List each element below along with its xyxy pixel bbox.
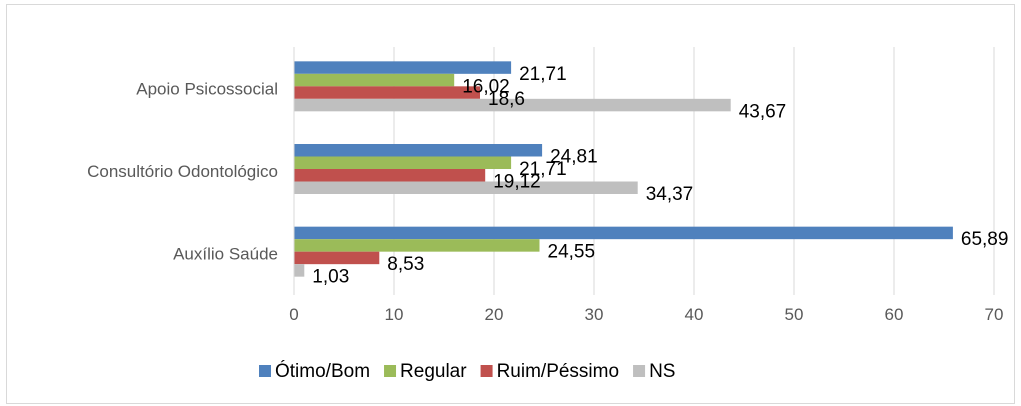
data-label-regular-auxilio-saude: 24,55 [548, 242, 596, 263]
data-label-ruim-pessimo-consultorio-odontologico: 19,12 [493, 172, 541, 193]
bar-regular-apoio-psicossocial [294, 73, 455, 87]
x-tick-label-40: 40 [685, 305, 704, 324]
data-label-otimo-bom-apoio-psicossocial: 21,71 [519, 64, 567, 85]
data-label-regular-apoio-psicossocial: 16,02 [462, 76, 510, 97]
category-label-consultorio-odontologico: Consultório Odontológico [87, 162, 278, 181]
bar-ruim-pessimo-consultorio-odontologico [294, 169, 486, 182]
x-tick-label-70: 70 [985, 305, 1004, 324]
bar-ruim-pessimo-apoio-psicossocial [294, 86, 480, 99]
chart-frame: 0 10 20 30 40 50 60 70 Apoio Psicossocial Consult… [6, 4, 1015, 404]
data-label-otimo-bom-consultorio-odontologico: 24,81 [550, 147, 598, 168]
axes: 0 10 20 30 40 50 60 70 Apoio Psicossocial Consult… [87, 47, 1003, 324]
x-tick-label-0: 0 [289, 305, 298, 324]
legend-swatch-ns [633, 365, 646, 377]
x-tick-label-30: 30 [585, 305, 604, 324]
legend-swatch-regular [384, 365, 397, 377]
bar-ns-auxilio-saude [294, 264, 305, 277]
bar-ruim-pessimo-auxilio-saude [294, 251, 380, 265]
data-labels: 21,7116,0218,643,6724,8121,7119,1234,376… [312, 64, 1008, 288]
x-tick-label-10: 10 [385, 305, 404, 324]
category-label-apoio-psicossocial: Apoio Psicossocial [136, 79, 278, 98]
data-label-regular-consultorio-odontologico: 21,71 [519, 159, 567, 180]
data-label-ruim-pessimo-auxilio-saude: 8,53 [387, 254, 424, 275]
x-tick-label-60: 60 [885, 305, 904, 324]
bar-otimo-bom-auxilio-saude [294, 226, 953, 240]
legend-label-ns: NS [649, 361, 675, 382]
legend-label-regular: Regular [400, 361, 467, 382]
legend-label-ruim-pessimo: Ruim/Péssimo [497, 361, 619, 382]
legend-swatch-otimo-bom [259, 365, 271, 377]
bar-chart: 0 10 20 30 40 50 60 70 Apoio Psicossocial Consult… [87, 47, 1008, 382]
legend-swatch-ruim-pessimo [480, 365, 493, 377]
category-label-auxilio-saude: Auxílio Saúde [173, 245, 278, 264]
legend-label-otimo-bom: Ótimo/Bom [275, 360, 370, 382]
bar-otimo-bom-consultorio-odontologico [294, 144, 543, 157]
data-label-ruim-pessimo-apoio-psicossocial: 18,6 [488, 89, 525, 110]
bar-regular-consultorio-odontologico [294, 156, 512, 169]
data-label-ns-apoio-psicossocial: 43,67 [739, 101, 787, 122]
bar-ns-consultorio-odontologico [294, 181, 638, 194]
data-label-otimo-bom-auxilio-saude: 65,89 [961, 229, 1009, 250]
bar-otimo-bom-apoio-psicossocial [294, 61, 512, 74]
bar-ns-apoio-psicossocial [294, 98, 731, 112]
bar-regular-auxilio-saude [294, 239, 540, 252]
bars [294, 61, 953, 277]
x-tick-label-50: 50 [785, 305, 804, 324]
data-label-ns-auxilio-saude: 1,03 [312, 267, 349, 288]
x-tick-label-20: 20 [485, 305, 504, 324]
data-label-ns-consultorio-odontologico: 34,37 [646, 184, 694, 205]
legend: Ótimo/Bom Regular Ruim/Péssimo NS [259, 360, 675, 382]
